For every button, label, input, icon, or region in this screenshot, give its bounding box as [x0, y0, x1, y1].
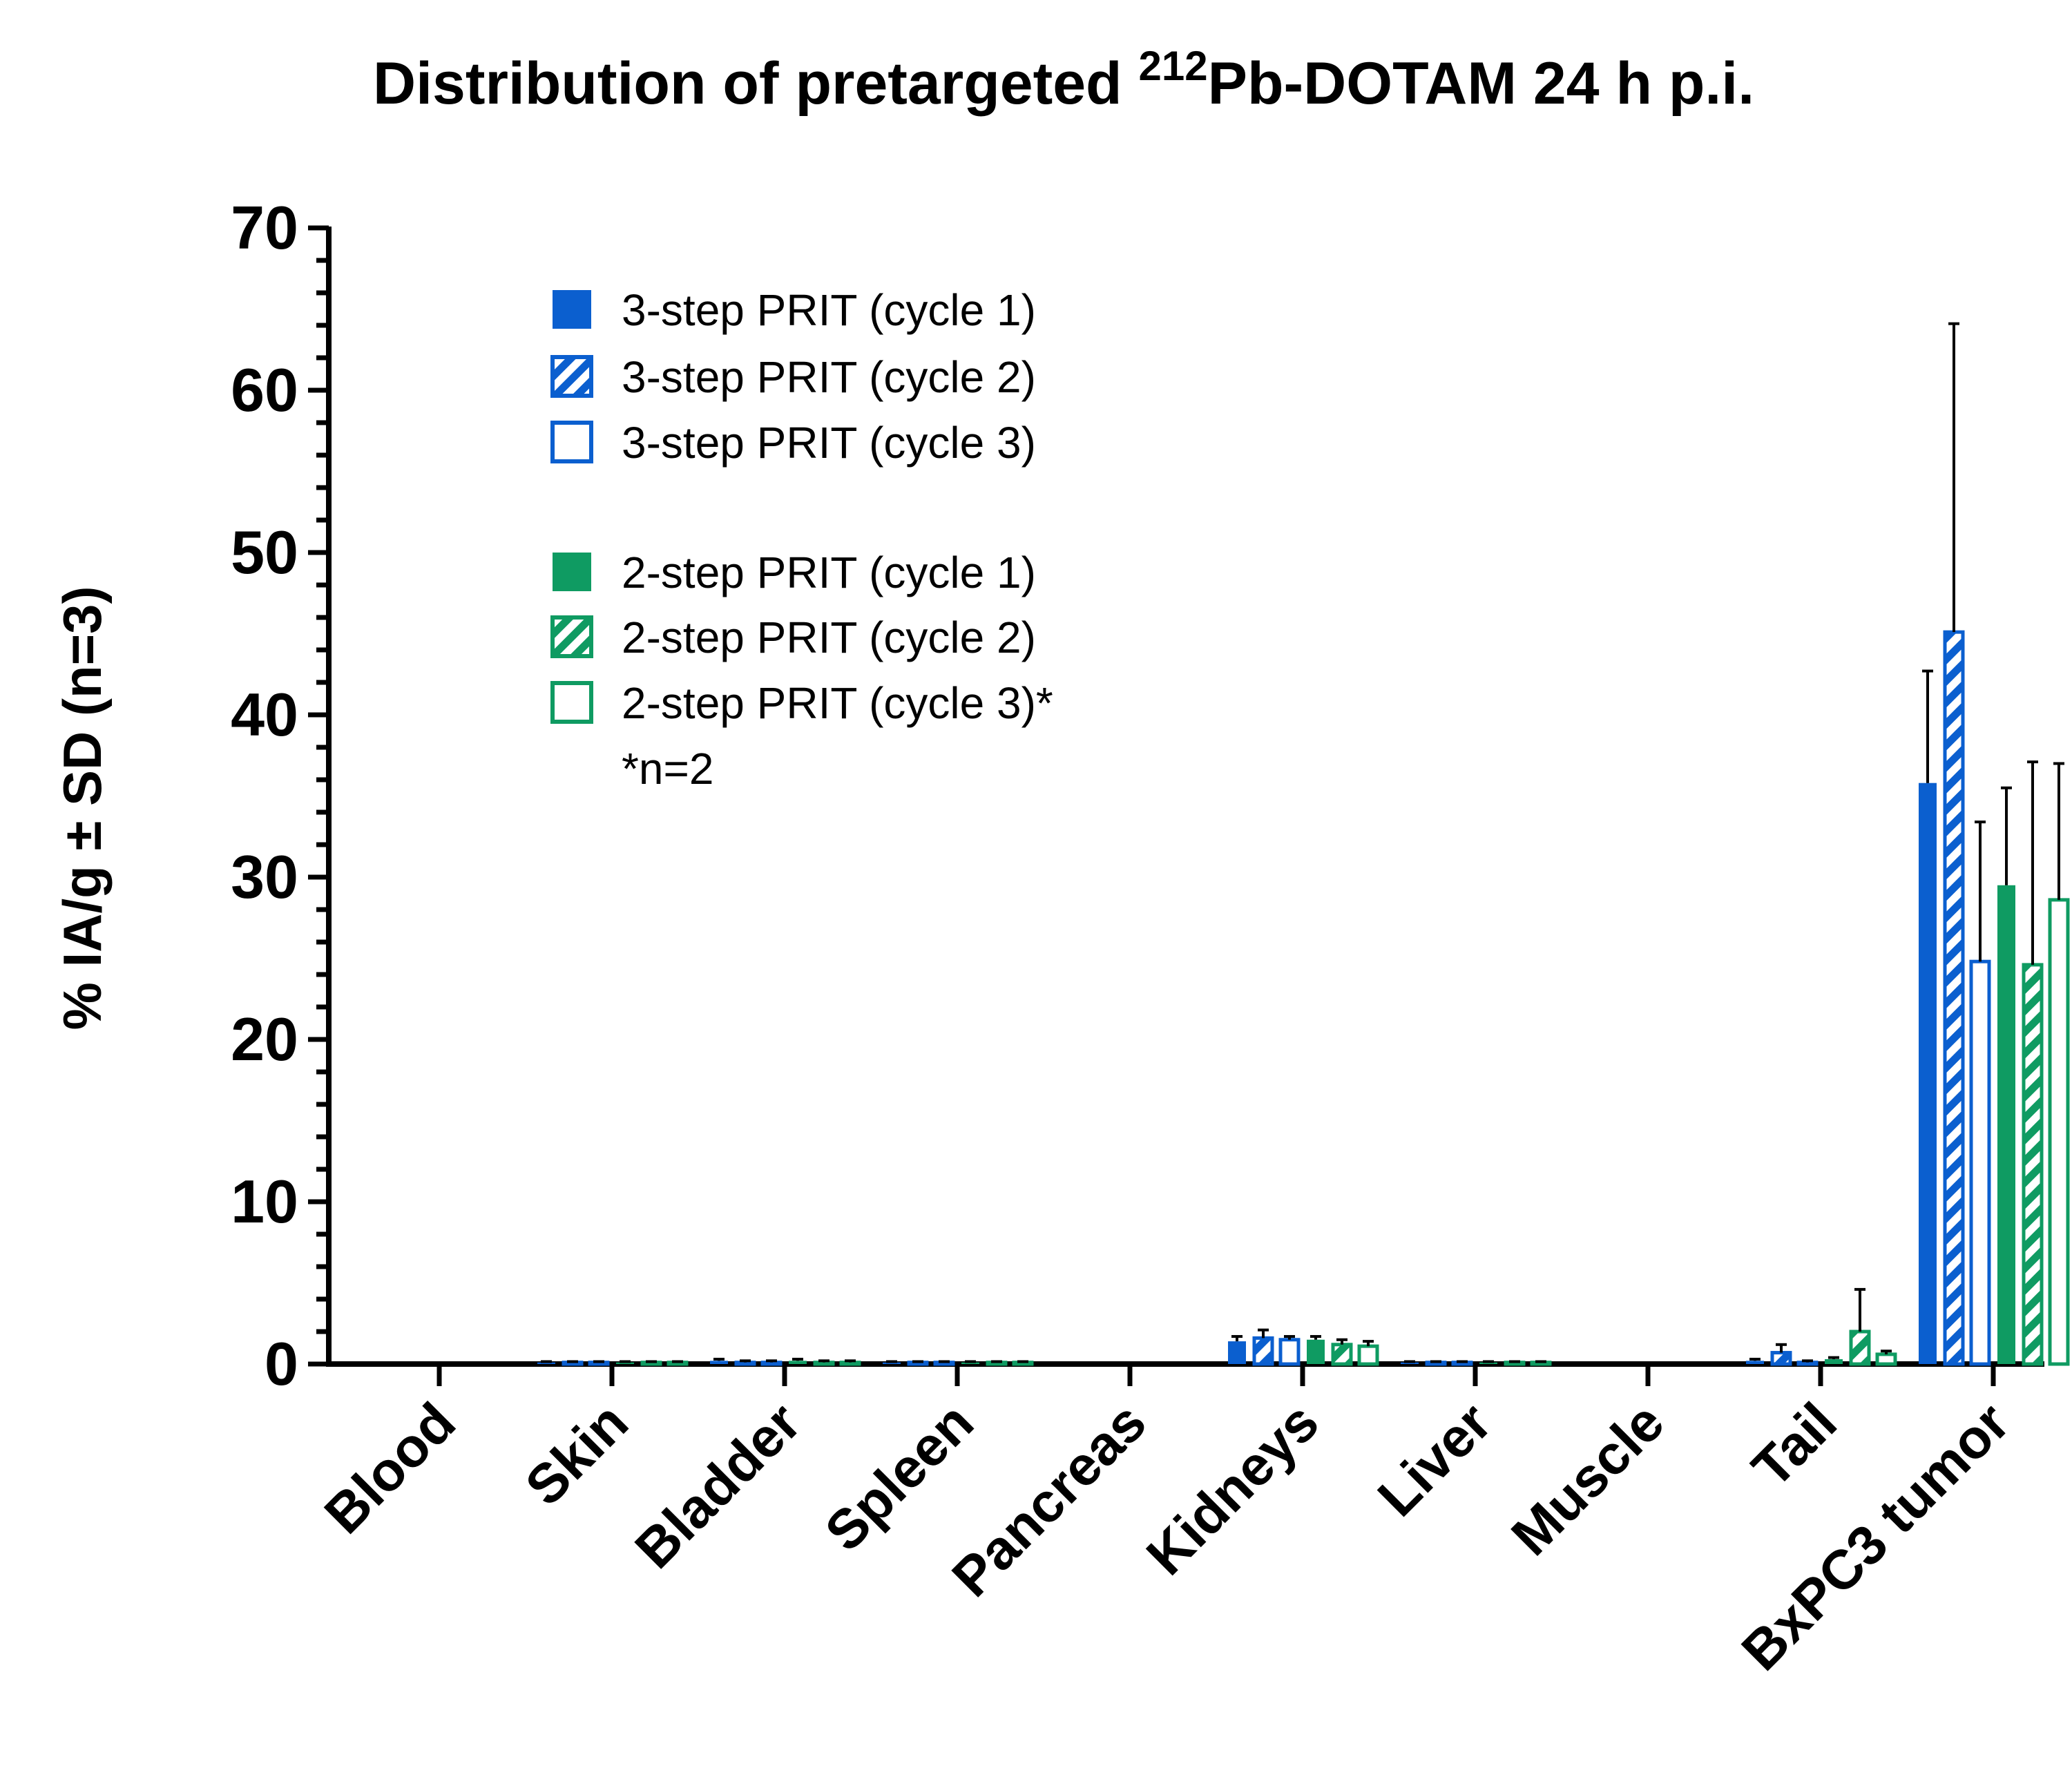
chart-title: Distribution of pretargeted 212Pb-DOTAM …: [373, 43, 1754, 117]
y-axis: 0 10 20 30 40 50 60 70: [231, 193, 332, 1398]
y-tick-label: 40: [231, 680, 298, 749]
legend-swatch: [550, 681, 593, 724]
bar: [1307, 1339, 1325, 1364]
bar: [1770, 1351, 1792, 1366]
bar: [1825, 1359, 1843, 1364]
y-tick-label: 20: [231, 1005, 298, 1073]
legend-swatch: [550, 421, 593, 463]
legend-swatch: [550, 615, 593, 658]
bar: [537, 1362, 555, 1364]
bar: [1278, 1338, 1301, 1366]
bar: [2048, 898, 2070, 1366]
legend-swatch: [553, 553, 591, 591]
bar: [1357, 1344, 1379, 1366]
y-tick-label: 60: [231, 356, 298, 424]
bar: [1252, 1336, 1274, 1366]
bar: [2022, 963, 2044, 1366]
legend: 3-step PRIT (cycle 1) 3-step PRIT (cycle …: [550, 285, 1053, 794]
legend-swatch: [553, 290, 591, 329]
x-category-label: Tail: [1740, 1391, 1848, 1499]
x-category-label: Liver: [1366, 1391, 1503, 1528]
chart-title-part-2: Pb-DOTAM 24 h p.i.: [1208, 50, 1755, 117]
bars: [537, 322, 2070, 1366]
bar: [1875, 1352, 1897, 1366]
bar: [839, 1361, 861, 1366]
bar: [813, 1361, 835, 1366]
bar: [961, 1362, 979, 1364]
bar: [1746, 1361, 1764, 1364]
chart-title-part-1: Distribution of pretargeted: [373, 50, 1138, 117]
bar: [1331, 1343, 1353, 1366]
bar: [1849, 1330, 1871, 1366]
bar: [1943, 630, 1965, 1366]
x-category-label: Bladder: [623, 1391, 812, 1580]
x-category-label: Kidneys: [1135, 1391, 1330, 1586]
y-tick-label: 10: [231, 1167, 298, 1236]
chart-title-superscript: 212: [1138, 43, 1207, 89]
bar: [734, 1361, 756, 1366]
bar: [1401, 1362, 1419, 1364]
x-category-label: Spleen: [814, 1391, 985, 1562]
bar: [1969, 959, 1991, 1366]
bar: [760, 1361, 783, 1366]
bar: [789, 1361, 807, 1364]
y-tick-label: 30: [231, 843, 298, 911]
x-category-label: Blood: [313, 1391, 467, 1545]
y-axis-label: % IA/g ± SD (n=3): [52, 586, 113, 1030]
legend-label: 3-step PRIT (cycle 2): [622, 352, 1036, 402]
bar: [710, 1361, 728, 1364]
y-tick-label: 0: [265, 1330, 298, 1398]
legend-label: 2-step PRIT (cycle 1): [622, 548, 1036, 597]
x-category-label: Muscle: [1499, 1391, 1676, 1567]
bar: [1919, 783, 1937, 1364]
bar: [1997, 885, 2015, 1364]
legend-label: 2-step PRIT (cycle 3)*: [622, 678, 1053, 728]
legend-swatch: [550, 355, 593, 398]
legend-label: 3-step PRIT (cycle 1): [622, 285, 1036, 335]
x-category-label: Skin: [514, 1391, 640, 1517]
y-tick-label: 50: [231, 518, 298, 586]
legend-label: 2-step PRIT (cycle 2): [622, 613, 1036, 662]
bar: [616, 1362, 634, 1364]
legend-note: *n=2: [622, 744, 713, 794]
bar: [1479, 1362, 1497, 1364]
bar: [1228, 1341, 1246, 1364]
bar: [883, 1362, 901, 1364]
legend-label: 3-step PRIT (cycle 3): [622, 418, 1036, 468]
bar: [1796, 1361, 1819, 1366]
y-tick-label: 70: [231, 193, 298, 262]
